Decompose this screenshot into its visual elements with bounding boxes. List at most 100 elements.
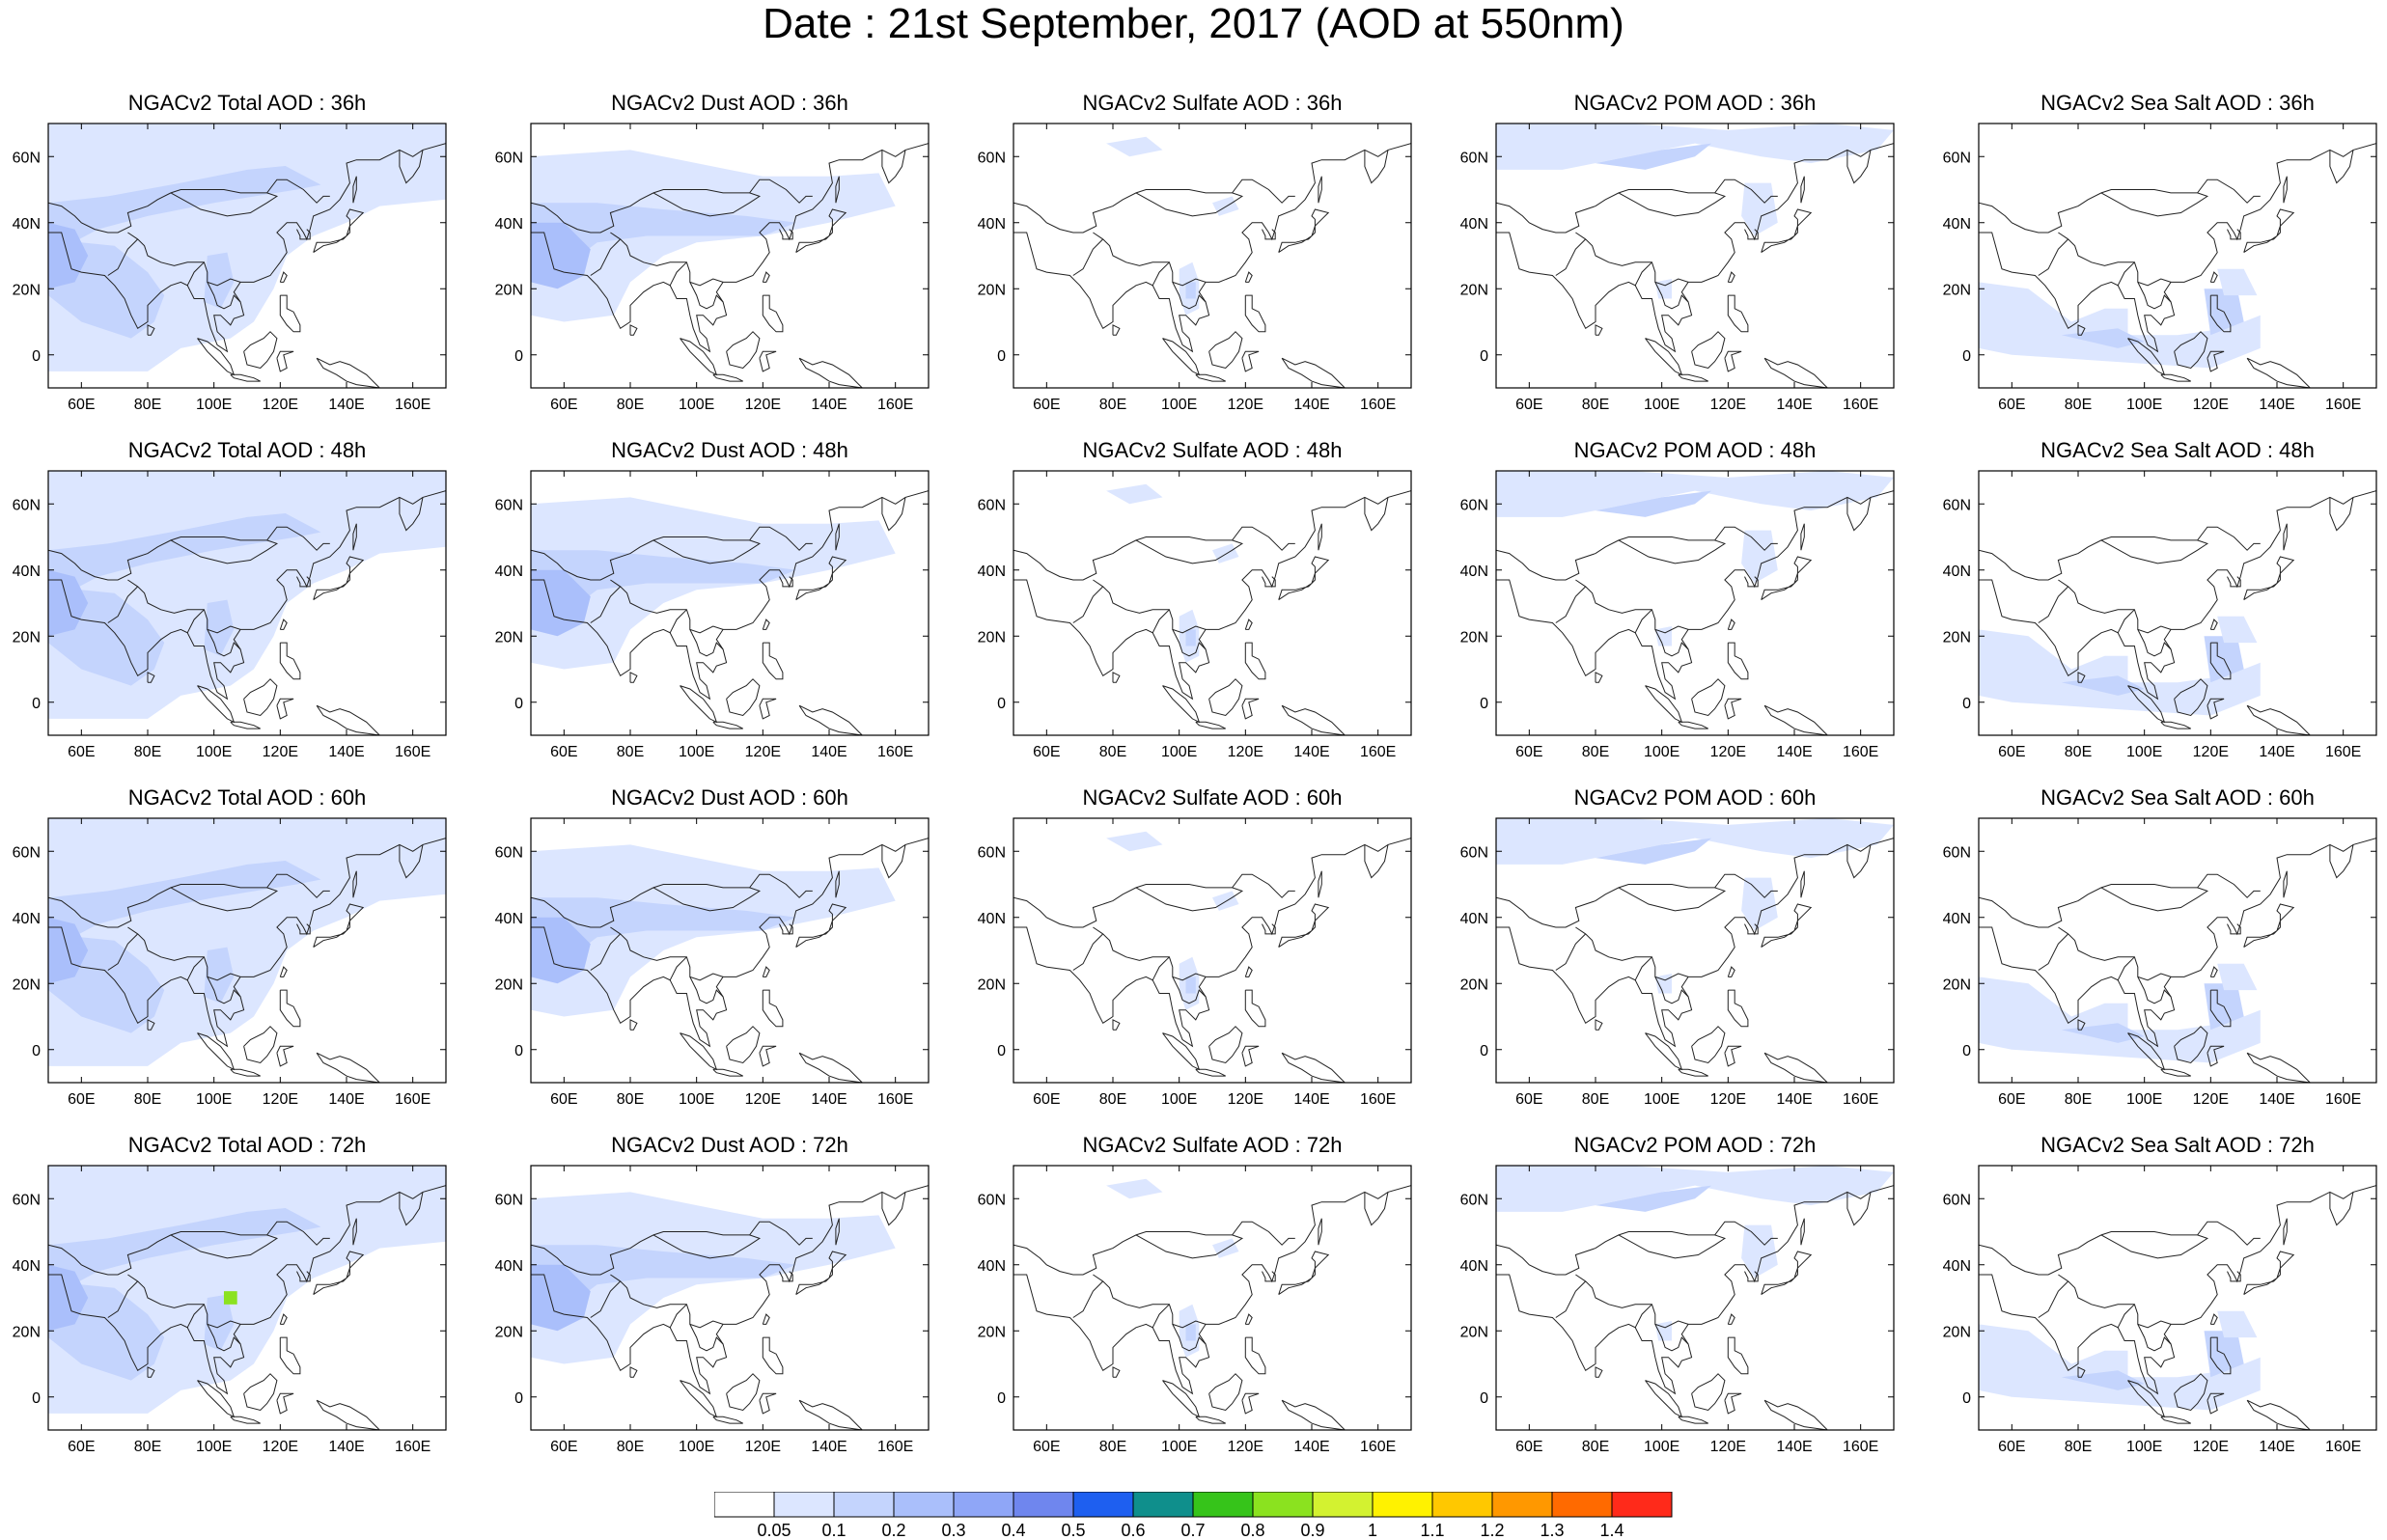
aod-shading <box>1596 1185 1712 1212</box>
lon-tick-label: 160E <box>877 1091 913 1108</box>
lat-tick-label: 40N <box>978 1258 1006 1275</box>
lon-tick-label: 160E <box>1843 744 1878 760</box>
coastline <box>279 294 301 333</box>
coastline <box>1112 1019 1121 1031</box>
coastline <box>629 672 638 683</box>
coastline <box>726 678 761 717</box>
aod-shading <box>1106 136 1163 157</box>
lat-tick-label: 40N <box>1460 564 1488 580</box>
lat-tick-label: 0 <box>1962 1390 1971 1407</box>
coastline <box>186 609 205 634</box>
aod-shading <box>1496 124 1894 170</box>
coastline <box>2246 357 2312 388</box>
lat-tick-label: 40N <box>1943 564 1971 580</box>
lon-tick-label: 120E <box>263 1091 298 1108</box>
coastline <box>1691 1026 1726 1064</box>
coastline <box>1763 1399 1829 1430</box>
lon-tick-label: 120E <box>263 1439 298 1455</box>
lon-tick-label: 160E <box>1843 1439 1878 1455</box>
lat-tick-label: 0 <box>997 348 1006 365</box>
coastline <box>1364 497 1389 532</box>
coastline <box>2227 1271 2241 1282</box>
aod-map-total-36h: 60E 80E 100E 120E 140E 160E 60N 40N 20N 0 <box>13 123 447 413</box>
coastline <box>1135 192 1244 217</box>
coastline <box>1262 576 1276 588</box>
map-background <box>1013 471 1411 735</box>
coastline <box>1244 294 1266 333</box>
coastline <box>1727 989 1749 1028</box>
lon-tick-label: 60E <box>550 744 577 760</box>
coastline <box>1979 838 2376 1048</box>
coastline <box>1013 490 1411 701</box>
lon-tick-label: 80E <box>1099 1091 1126 1108</box>
lat-tick-label: 40N <box>1943 911 1971 927</box>
aod-shading <box>1979 629 2261 716</box>
lon-tick-label: 60E <box>68 1439 95 1455</box>
coastline <box>279 619 288 630</box>
coastline <box>689 629 724 657</box>
coastline <box>795 1251 847 1296</box>
coastline <box>712 721 743 729</box>
aod-shading <box>204 1294 235 1351</box>
coastline <box>127 232 241 287</box>
colorbar-label: 1.2 <box>1480 1521 1504 1540</box>
coastline <box>48 143 446 353</box>
lon-tick-label: 120E <box>745 1091 781 1108</box>
coastline <box>2174 1026 2208 1064</box>
coastline <box>1763 1052 1829 1083</box>
coastline <box>1595 672 1603 683</box>
coastline <box>2160 373 2191 382</box>
coastline <box>1318 523 1322 551</box>
lon-tick-label: 120E <box>1228 1091 1263 1108</box>
map-frame <box>1013 470 1412 736</box>
aod-shading <box>48 504 364 603</box>
lon-tick-label: 160E <box>1360 744 1396 760</box>
lat-tick-label: 20N <box>495 629 523 646</box>
lon-tick-label: 140E <box>2259 397 2294 413</box>
lon-tick-label: 120E <box>263 744 298 760</box>
coastline <box>2058 579 2172 634</box>
map-frame <box>47 817 447 1084</box>
lon-tick-label: 80E <box>1582 397 1609 413</box>
lat-tick-label: 20N <box>13 629 41 646</box>
lat-tick-label: 20N <box>1460 976 1488 993</box>
coastline <box>1364 150 1389 184</box>
coastline <box>2174 331 2208 370</box>
coastline <box>2207 1392 2225 1415</box>
coastline <box>1244 966 1253 977</box>
coastline <box>759 698 777 720</box>
coastline <box>313 903 365 949</box>
coastline <box>1618 887 1727 912</box>
coastline <box>2243 556 2295 601</box>
coastline <box>762 966 770 977</box>
coastline <box>759 1045 777 1067</box>
coastline <box>1208 1026 1243 1064</box>
coastline <box>1678 373 1708 382</box>
lat-tick-label: 40N <box>1460 911 1488 927</box>
colorbar-label: 0.4 <box>1001 1521 1025 1540</box>
coastline <box>2038 1280 2069 1318</box>
lat-tick-label: 20N <box>978 976 1006 993</box>
colorbar-box <box>1132 1492 1194 1518</box>
lat-tick-label: 60N <box>13 844 41 861</box>
lon-tick-label: 160E <box>1360 1091 1396 1108</box>
lon-tick-label: 140E <box>1293 397 1329 413</box>
coastline <box>1013 179 1295 234</box>
colorbar-box <box>1491 1492 1553 1518</box>
coastline <box>531 1185 929 1395</box>
coastline <box>762 642 784 680</box>
coastline <box>1281 1399 1346 1430</box>
coastline <box>2329 1192 2354 1226</box>
aod-hotspot <box>223 1291 237 1305</box>
coastline <box>1241 1045 1260 1067</box>
coastline <box>186 956 205 981</box>
coastline <box>1013 838 1411 1048</box>
lon-tick-label: 120E <box>2193 744 2229 760</box>
lat-tick-label: 40N <box>1460 216 1488 233</box>
aod-map-seasalt-36h: 60E 80E 100E 120E 140E 160E 60N 40N 20N 0 <box>1943 123 2377 413</box>
lon-tick-label: 60E <box>1998 1091 2025 1108</box>
panel-title: NGACv2 Total AOD : 48h <box>127 438 367 462</box>
coastline <box>881 1192 906 1226</box>
coastline <box>127 926 241 981</box>
map-frame <box>530 1165 930 1431</box>
